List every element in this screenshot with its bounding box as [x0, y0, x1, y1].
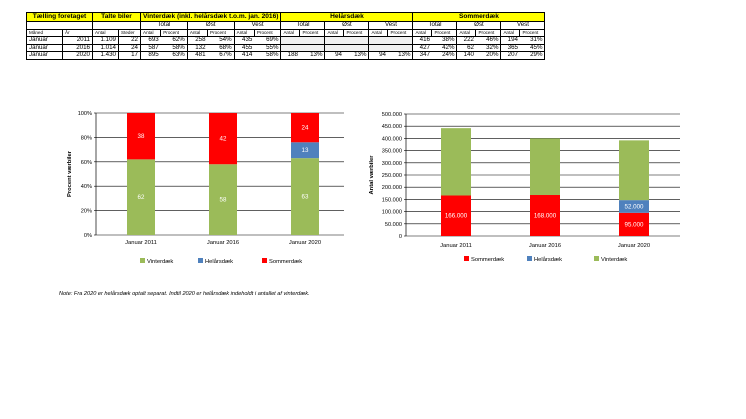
- c2-legend-label: Vinterdæk: [601, 257, 627, 263]
- c1-y-tick-label: 60%: [81, 160, 92, 166]
- table-header-sub: Måned År Antal Steder Antal Procent Anta…: [26, 29, 546, 37]
- cell-summer: 207: [500, 51, 520, 60]
- c2-bar-sommerdæk: [619, 212, 649, 236]
- c1-category-label: Januar 2020: [289, 240, 321, 246]
- c2-category-label: Januar 2011: [440, 243, 472, 249]
- c2-bar-vinterdæk: [441, 128, 471, 196]
- c2-bar-sommerdæk: [530, 195, 560, 236]
- cell-summer: 140: [456, 51, 476, 60]
- c2-legend-swatch: [594, 256, 599, 261]
- c1-bar-vinterdæk: [291, 158, 319, 235]
- c1-data-label: 42: [220, 136, 227, 143]
- c1-bar-sommerdæk: [209, 113, 237, 165]
- c1-bar-vinterdæk: [127, 159, 155, 235]
- c1-legend-swatch: [198, 258, 203, 263]
- cell-summer: 347: [412, 51, 432, 60]
- header-antal: Antal: [233, 29, 255, 37]
- c2-category-label: Januar 2016: [529, 243, 561, 249]
- c2-y-tick-label: 50.000: [385, 222, 402, 228]
- c1-data-label: 24: [302, 125, 309, 132]
- c2-y-tick-label: 250.000: [382, 173, 402, 179]
- c1-y-tick-label: 20%: [81, 209, 92, 215]
- c1-bar-vinterdæk: [209, 164, 237, 235]
- c1-data-label: 62: [138, 194, 145, 201]
- c2-bar-sommerdæk: [441, 195, 471, 236]
- c2-data-label: 52.000: [625, 203, 644, 210]
- c1-data-label: 63: [302, 194, 309, 201]
- c2-y-tick-label: 500.000: [382, 112, 402, 118]
- c1-y-tick-label: 100%: [78, 111, 92, 117]
- table-row: Januar 2011 1.109 22 693 62% 258 54% 435 69% 416 38…: [26, 36, 546, 45]
- table-row: Januar 2020 1.430 17 895 63% 481 67% 414 58% 188 13…: [26, 51, 546, 60]
- c2-y-tick-label: 0: [399, 234, 402, 240]
- data-table-container: Tælling foretaget Talte biler Vinterdæk …: [26, 12, 546, 60]
- cell-allseason: 94: [324, 51, 344, 60]
- c1-legend-label: Sommerdæk: [269, 259, 302, 265]
- c2-y-tick-label: 200.000: [382, 185, 402, 191]
- c2-y-tick-label: 400.000: [382, 136, 402, 142]
- c2-bar-vinterdæk: [619, 140, 649, 201]
- c2-bar-helårsdæk: [619, 200, 649, 213]
- c2-legend-swatch: [464, 256, 469, 261]
- table-row: Januar 2016 1.014 24 587 58% 132 68% 455 55% 427 42…: [26, 43, 546, 52]
- c2-y-tick-label: 100.000: [382, 210, 402, 216]
- c1-data-label: 13: [302, 147, 309, 154]
- c1-legend-swatch: [140, 258, 145, 263]
- c1-bar-sommerdæk: [127, 113, 155, 160]
- c1-data-label: 58: [220, 197, 227, 204]
- c2-y-tick-label: 150.000: [382, 197, 402, 203]
- c2-bar-vinterdæk: [530, 138, 560, 196]
- tire-count-table: Tælling foretaget Talte biler Vinterdæk …: [26, 12, 546, 60]
- c2-data-label: 166.000: [445, 213, 468, 220]
- c1-legend-label: Vinterdæk: [147, 259, 173, 265]
- c2-legend-label: Sommerdæk: [471, 257, 504, 263]
- cell-summer: 29%: [519, 51, 546, 60]
- c1-y-tick-label: 0%: [84, 233, 92, 239]
- c2-y-axis-label: Antal værbiler: [369, 155, 375, 195]
- cell-winter: 895: [139, 51, 161, 60]
- header-procent: Procent: [519, 29, 546, 37]
- c1-data-label: 38: [138, 133, 145, 140]
- c2-category-label: Januar 2020: [618, 243, 650, 249]
- c1-legend-swatch: [262, 258, 267, 263]
- c2-y-tick-label: 350.000: [382, 149, 402, 155]
- c1-category-label: Januar 2016: [207, 240, 239, 246]
- header-antal: Antal: [139, 29, 162, 37]
- cell-allseason: 94: [368, 51, 388, 60]
- table-header-main: Tælling foretaget Talte biler Vinterdæk …: [26, 12, 546, 22]
- header-antal: Antal: [186, 29, 209, 37]
- cell-winter: 414: [233, 51, 255, 60]
- c2-legend-swatch: [527, 256, 532, 261]
- c2-data-label: 168.000: [534, 213, 557, 220]
- c2-y-tick-label: 300.000: [382, 161, 402, 167]
- c1-bar-helårsdæk: [291, 142, 319, 159]
- c1-legend-label: Helårsdæk: [205, 258, 233, 265]
- c1-y-axis-label: Procent værbiler: [67, 150, 73, 197]
- cell-allseason: 188: [280, 51, 300, 60]
- cell-winter: 481: [186, 51, 208, 60]
- c1-y-tick-label: 80%: [81, 135, 92, 141]
- c1-bar-sommerdæk: [291, 113, 319, 143]
- c2-y-tick-label: 450.000: [382, 124, 402, 130]
- c1-y-tick-label: 40%: [81, 184, 92, 190]
- c2-legend-label: Helårsdæk: [534, 256, 562, 263]
- footnote: Note: Fra 2020 er helårsdæk optalt separ…: [59, 291, 310, 297]
- c2-data-label: 95.000: [625, 221, 644, 228]
- c1-category-label: Januar 2011: [125, 240, 157, 246]
